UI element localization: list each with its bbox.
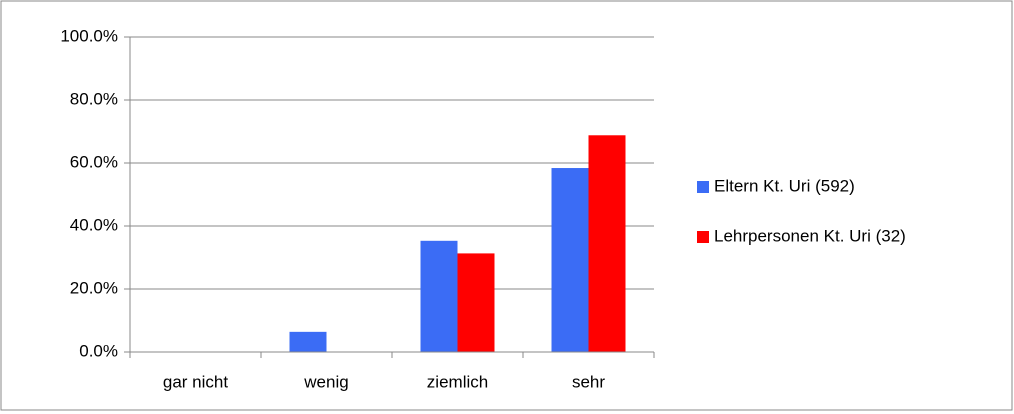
legend-swatch [697,231,709,243]
bar [457,253,495,352]
y-tick-label: 60.0% [70,152,118,171]
x-tick-label: ziemlich [427,372,488,391]
y-tick-label: 80.0% [70,89,118,108]
bar [551,168,589,352]
y-tick-label: 20.0% [70,278,118,297]
x-tick-label: sehr [572,372,605,391]
x-tick-label: gar nicht [163,372,228,391]
x-tick-label: wenig [303,372,348,391]
legend-swatch [697,181,709,193]
y-tick-label: 0.0% [79,341,118,360]
bar [289,331,327,352]
legend-label: Eltern Kt. Uri (592) [714,176,855,195]
bar [588,135,626,352]
bar [420,240,458,352]
legend-label: Lehrpersonen Kt. Uri (32) [714,226,906,245]
y-tick-label: 40.0% [70,215,118,234]
y-tick-label: 100.0% [60,26,118,45]
